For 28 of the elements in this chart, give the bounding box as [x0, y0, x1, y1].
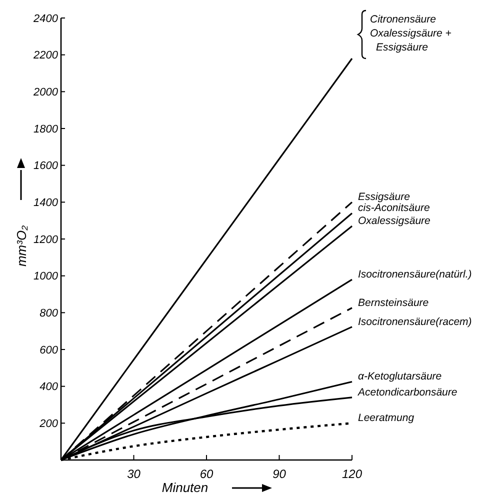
series-label: Essigsäure	[358, 191, 410, 204]
y-tick-label: 1000	[34, 270, 59, 283]
y-tick-label: 400	[40, 381, 59, 394]
y-tick-label: 1800	[34, 123, 59, 136]
series-label: Acetondicarbonsäure	[357, 386, 458, 398]
series-label: Leeratmung	[358, 412, 414, 424]
x-tick-label: 120	[342, 467, 362, 481]
series-label: Bernsteinsäure	[358, 296, 429, 309]
y-tick-label: 1400	[34, 197, 59, 210]
y-tick-label: 1600	[34, 160, 59, 172]
y-axis-title: mm³O₂	[14, 225, 29, 267]
y-tick-label: 1200	[34, 234, 59, 246]
y-tick-label: 2200	[32, 50, 59, 62]
x-tick-label: 30	[127, 467, 141, 481]
y-tick-label: 600	[40, 344, 59, 356]
x-tick-label: 90	[272, 467, 286, 481]
series-label: Isocitronensäure(racem)	[358, 316, 472, 328]
y-tick-label: 800	[40, 308, 59, 320]
series-label: Citronensäure Oxalessigsäure + Essigsäure	[370, 14, 452, 54]
x-tick-label: 60	[200, 467, 214, 481]
y-tick-label: 2000	[32, 86, 59, 99]
y-tick-label: 200	[38, 418, 59, 430]
series-label: Isocitronensäure(natürl.)	[358, 268, 472, 281]
series-label: α-Ketoglutarsäure	[358, 370, 442, 383]
series-label: cis-Aconitsäure	[358, 202, 430, 214]
x-axis-title: Minuten	[162, 480, 208, 495]
series-label: Oxalessigsäure	[358, 215, 431, 228]
y-tick-label: 2400	[32, 12, 59, 25]
